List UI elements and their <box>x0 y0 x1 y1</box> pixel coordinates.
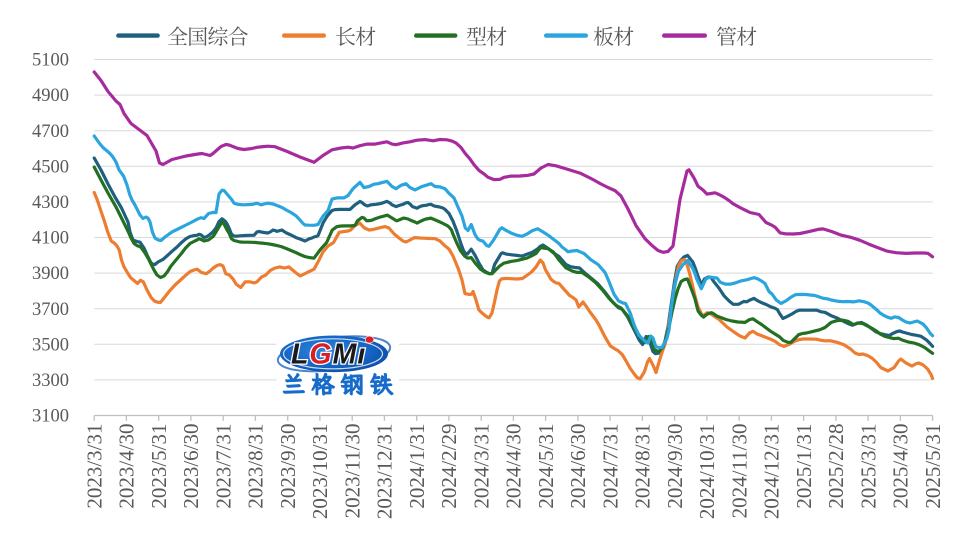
svg-text:3100: 3100 <box>32 407 69 427</box>
svg-text:2023/4/30: 2023/4/30 <box>115 424 139 509</box>
svg-text:2024/4/30: 2024/4/30 <box>502 424 526 509</box>
svg-text:3500: 3500 <box>32 335 69 355</box>
svg-text:4100: 4100 <box>32 229 69 249</box>
svg-text:3900: 3900 <box>32 264 69 284</box>
svg-text:3700: 3700 <box>32 300 69 320</box>
svg-text:2024/10/31: 2024/10/31 <box>695 424 719 520</box>
svg-text:2023/10/31: 2023/10/31 <box>308 424 332 520</box>
svg-text:2025/3/31: 2025/3/31 <box>856 424 880 509</box>
svg-text:2023/12/31: 2023/12/31 <box>373 424 397 520</box>
svg-text:3300: 3300 <box>32 371 69 391</box>
svg-text:2023/9/30: 2023/9/30 <box>276 424 300 509</box>
svg-text:2024/9/30: 2024/9/30 <box>663 424 687 509</box>
svg-text:2024/1/31: 2024/1/31 <box>405 424 429 509</box>
svg-text:2024/7/31: 2024/7/31 <box>598 424 622 509</box>
svg-text:4900: 4900 <box>32 86 69 106</box>
svg-text:2023/7/31: 2023/7/31 <box>212 424 236 509</box>
svg-text:2024/5/31: 2024/5/31 <box>534 424 558 509</box>
svg-text:5100: 5100 <box>32 51 69 71</box>
svg-text:2023/3/31: 2023/3/31 <box>83 424 107 509</box>
svg-text:2024/6/30: 2024/6/30 <box>566 424 590 509</box>
svg-text:2023/11/30: 2023/11/30 <box>341 424 365 519</box>
svg-text:2023/8/31: 2023/8/31 <box>244 424 268 509</box>
svg-text:2025/1/31: 2025/1/31 <box>792 424 816 509</box>
svg-text:2024/2/29: 2024/2/29 <box>437 424 461 509</box>
svg-text:2024/3/31: 2024/3/31 <box>470 424 494 509</box>
svg-text:4700: 4700 <box>32 122 69 142</box>
svg-text:2024/12/31: 2024/12/31 <box>760 424 784 520</box>
svg-text:2024/11/30: 2024/11/30 <box>727 424 751 519</box>
svg-text:4300: 4300 <box>32 193 69 213</box>
svg-text:2025/2/28: 2025/2/28 <box>824 424 848 509</box>
svg-text:2023/6/30: 2023/6/30 <box>179 424 203 509</box>
svg-text:2025/5/31: 2025/5/31 <box>921 424 945 509</box>
svg-text:2024/8/31: 2024/8/31 <box>631 424 655 509</box>
svg-text:2023/5/31: 2023/5/31 <box>147 424 171 509</box>
svg-text:4500: 4500 <box>32 157 69 177</box>
svg-text:2025/4/30: 2025/4/30 <box>889 424 913 509</box>
svg-text:LGMı: LGMı <box>291 339 366 371</box>
